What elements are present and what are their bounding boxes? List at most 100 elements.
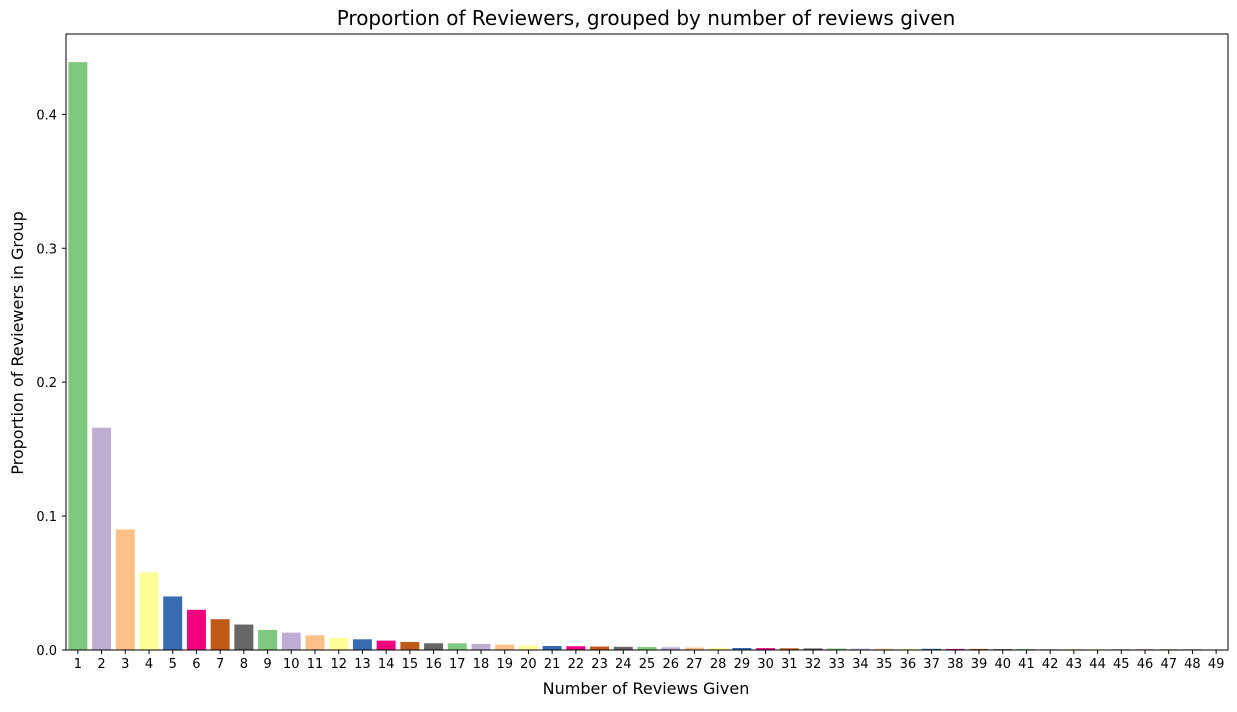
bar-8 [234, 624, 254, 650]
bar-36 [898, 648, 918, 650]
bar-34 [850, 648, 870, 650]
y-tick-label: 0.3 [36, 242, 57, 257]
chart-title: Proportion of Reviewers, grouped by numb… [337, 6, 956, 30]
x-tick-label: 10 [283, 657, 300, 672]
x-tick-label: 28 [710, 657, 727, 672]
x-tick-label: 13 [354, 657, 371, 672]
x-tick-label: 34 [852, 657, 869, 672]
bar-37 [922, 648, 942, 650]
x-tick-label: 14 [378, 657, 395, 672]
x-tick-label: 42 [1042, 657, 1059, 672]
plot-frame [65, 33, 1229, 651]
y-tick-label: 0.1 [36, 510, 57, 525]
bar-38 [945, 648, 965, 650]
bar-9 [258, 629, 278, 650]
bars-group [68, 62, 1226, 650]
x-axis-label: Number of Reviews Given [543, 679, 750, 698]
x-tick-label: 43 [1066, 657, 1083, 672]
bar-30 [756, 648, 776, 650]
x-tick-label: 37 [923, 657, 940, 672]
x-tick-label: 15 [402, 657, 419, 672]
bar-14 [376, 640, 396, 650]
x-tick-label: 36 [900, 657, 917, 672]
y-tick-label: 0.0 [36, 644, 57, 659]
bar-18 [471, 643, 491, 650]
x-tick-label: 32 [805, 657, 822, 672]
y-axis-label: Proportion of Reviewers in Group [8, 211, 27, 474]
bar-2 [92, 427, 112, 650]
x-tick-label: 4 [145, 657, 153, 672]
x-tick-label: 31 [781, 657, 798, 672]
x-tick-label: 49 [1208, 657, 1225, 672]
x-tick-label: 40 [994, 657, 1011, 672]
bar-23 [590, 646, 610, 650]
x-tick-label: 45 [1113, 657, 1130, 672]
bar-28 [708, 647, 728, 650]
x-tick-label: 3 [121, 657, 129, 672]
bar-35 [874, 648, 894, 650]
x-tick-label: 39 [971, 657, 988, 672]
bar-6 [186, 609, 206, 650]
x-tick-label: 16 [425, 657, 442, 672]
bar-1 [68, 62, 88, 650]
bar-31 [779, 648, 799, 650]
x-tick-label: 5 [169, 657, 177, 672]
x-tick-label: 2 [97, 657, 105, 672]
bar-39 [969, 648, 989, 650]
x-tick-label: 33 [828, 657, 845, 672]
x-tick-label: 41 [1018, 657, 1035, 672]
x-tick-label: 1 [74, 657, 82, 672]
x-tick-label: 20 [520, 657, 537, 672]
x-tick-label: 47 [1160, 657, 1177, 672]
x-tick-label: 21 [544, 657, 561, 672]
y-axis-ticks: 0.0 0.1 0.2 0.3 0.4 [36, 108, 66, 659]
bar-4 [139, 572, 159, 650]
bar-27 [684, 647, 704, 650]
bar-29 [732, 647, 752, 650]
bar-32 [803, 648, 823, 650]
bar-25 [637, 647, 657, 650]
x-tick-label: 35 [876, 657, 893, 672]
bar-5 [163, 596, 183, 650]
x-tick-label: 6 [192, 657, 200, 672]
y-tick-label: 0.2 [36, 376, 57, 391]
bar-17 [447, 643, 467, 650]
x-tick-label: 11 [307, 657, 324, 672]
x-tick-label: 7 [216, 657, 224, 672]
bar-13 [352, 639, 372, 650]
bar-19 [495, 644, 515, 650]
bar-24 [613, 646, 633, 650]
bar-20 [518, 645, 538, 650]
x-tick-label: 27 [686, 657, 703, 672]
x-tick-label: 30 [757, 657, 774, 672]
x-tick-label: 25 [639, 657, 656, 672]
x-tick-label: 19 [496, 657, 513, 672]
x-axis-ticks: 1 2 3 4 5 6 7 8 9 10 11 12 13 14 15 16 17 18 19 20 21 22 23 24 2… [74, 650, 1225, 672]
bar-26 [661, 647, 681, 650]
x-tick-label: 44 [1089, 657, 1106, 672]
x-tick-label: 24 [615, 657, 632, 672]
bar-16 [424, 643, 444, 650]
bar-3 [115, 529, 135, 650]
x-tick-label: 23 [591, 657, 608, 672]
bar-15 [400, 641, 420, 650]
x-tick-label: 18 [473, 657, 490, 672]
x-tick-label: 46 [1137, 657, 1154, 672]
bar-10 [281, 632, 301, 650]
bar-22 [566, 646, 586, 650]
x-tick-label: 12 [330, 657, 347, 672]
bar-12 [329, 637, 349, 650]
y-tick-label: 0.4 [36, 108, 57, 123]
x-tick-label: 9 [263, 657, 271, 672]
bar-21 [542, 645, 562, 650]
x-tick-label: 26 [662, 657, 679, 672]
x-tick-label: 48 [1184, 657, 1201, 672]
bar-33 [827, 648, 847, 650]
x-tick-label: 17 [449, 657, 466, 672]
x-tick-label: 22 [568, 657, 585, 672]
x-tick-label: 8 [240, 657, 248, 672]
bar-7 [210, 619, 230, 650]
bar-11 [305, 635, 325, 650]
